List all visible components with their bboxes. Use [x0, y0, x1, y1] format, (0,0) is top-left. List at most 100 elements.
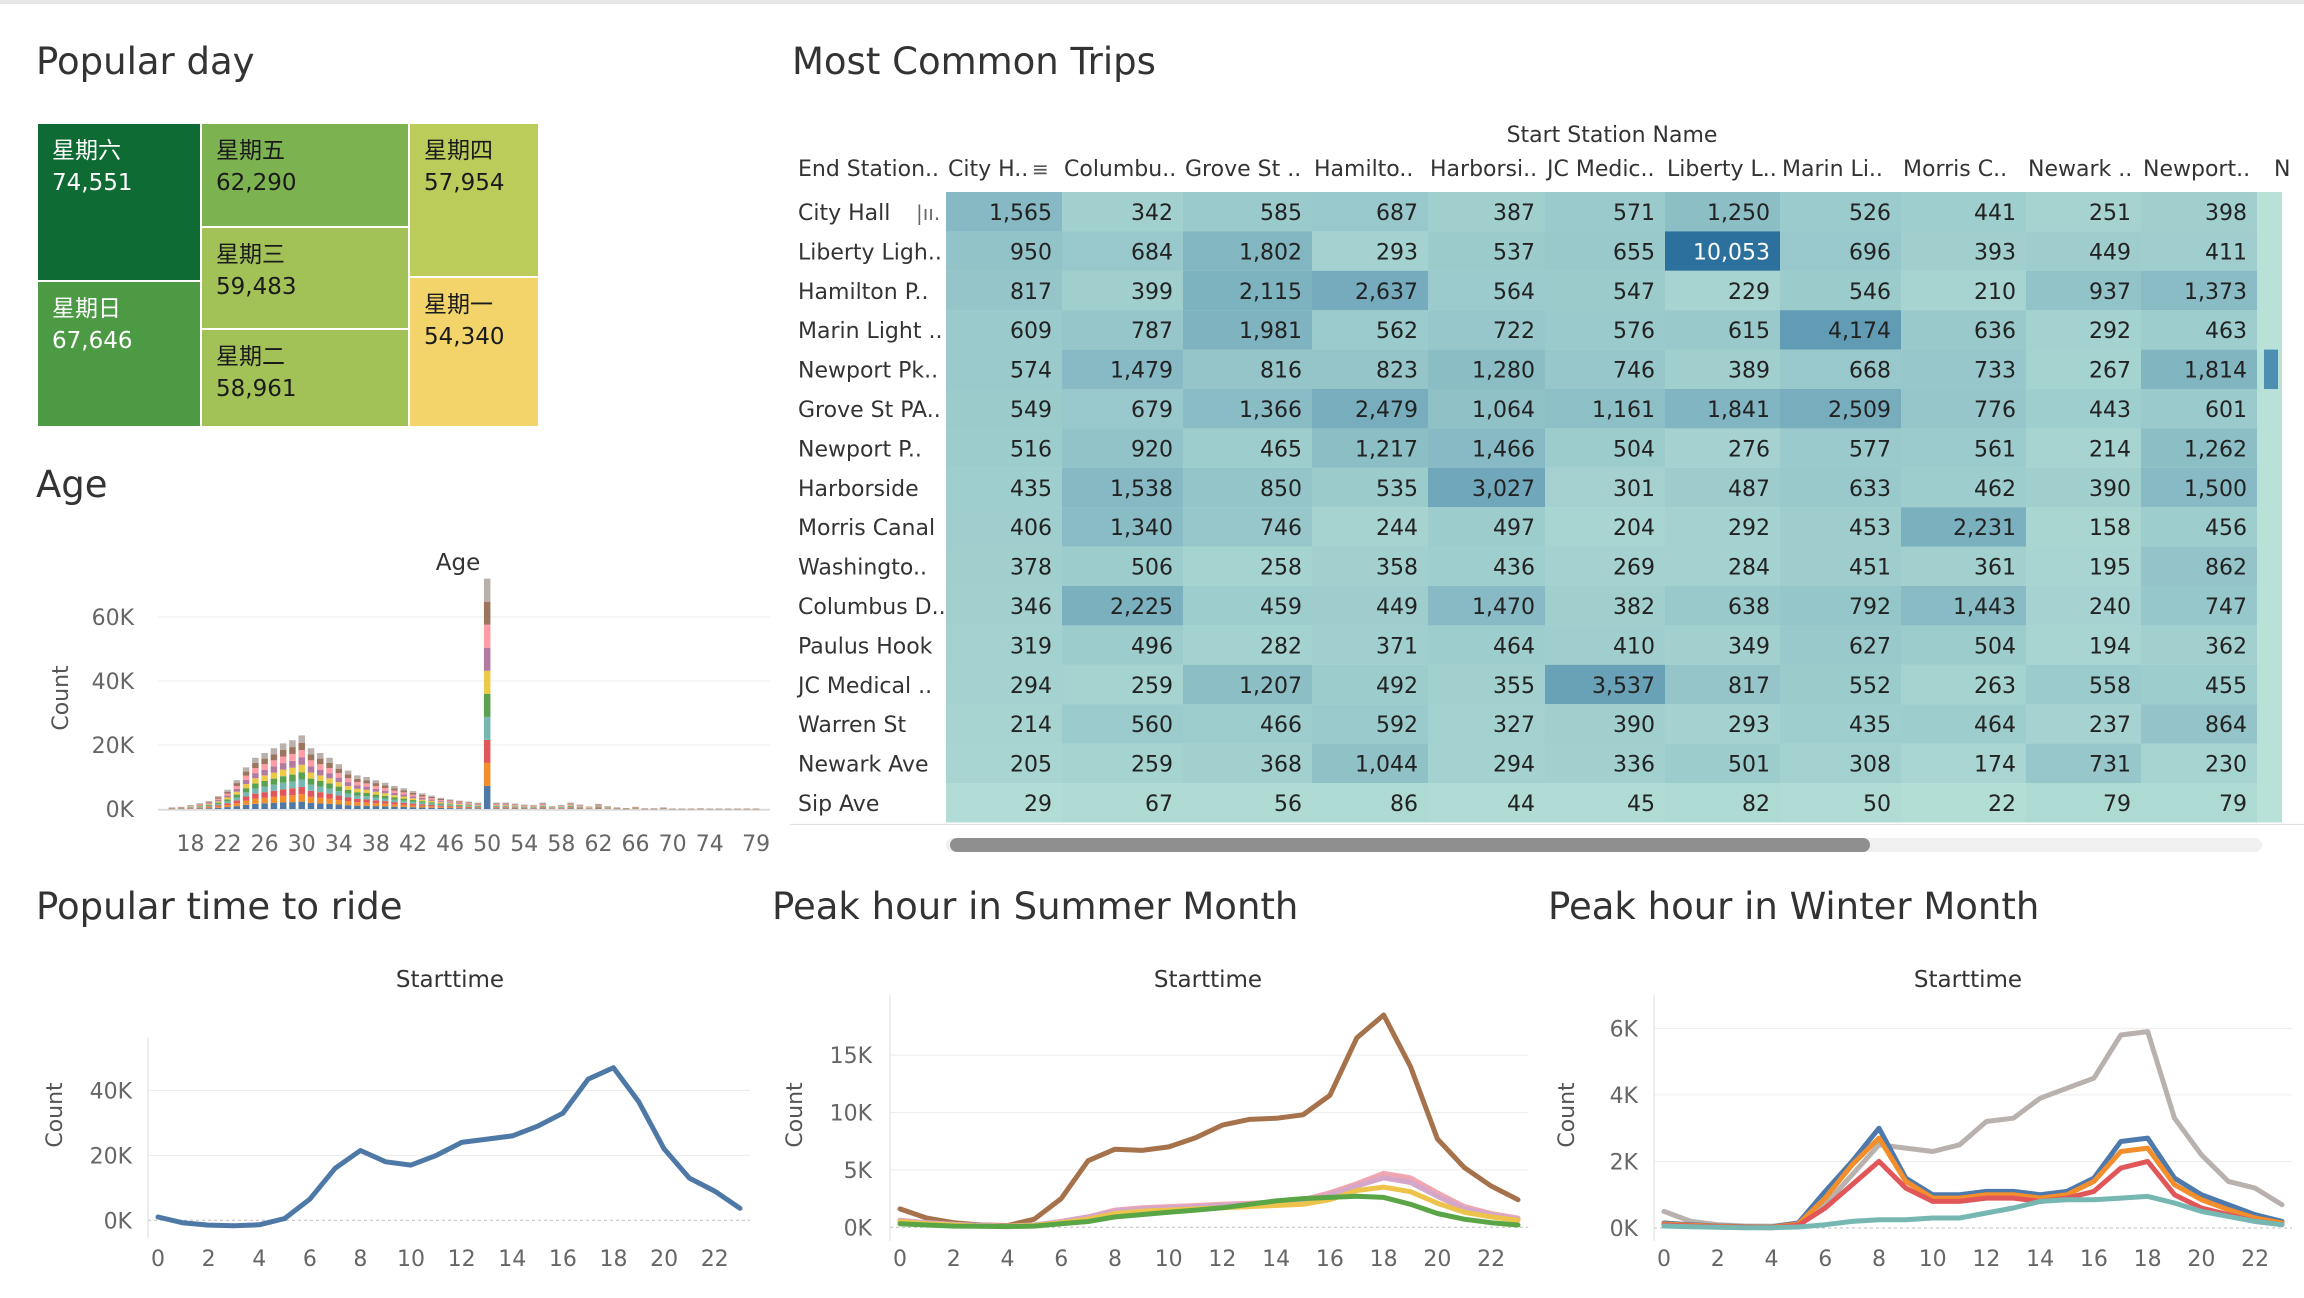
age-bar-segment	[363, 802, 370, 806]
age-bar-segment	[215, 801, 222, 803]
popular-time-chart-title: Starttime	[396, 967, 504, 993]
heatmap-cell	[1428, 270, 1545, 311]
age-bar-segment	[372, 806, 380, 809]
age-bar-segment	[372, 783, 380, 786]
heatmap-row-label-14: Newark Ave	[798, 753, 929, 778]
age-bar-segment	[409, 807, 417, 809]
heatmap-cell	[2141, 270, 2257, 311]
heatmap-cell-value: 358	[1376, 556, 1418, 581]
age-bar-segment	[261, 775, 268, 781]
heatmap-cell	[2141, 467, 2257, 508]
heatmap-cell-value: 731	[2089, 753, 2131, 778]
age-bar-segment	[456, 804, 463, 805]
heatmap-cell-value: 546	[1849, 280, 1891, 305]
peak-summer-x-tick-0: 0	[893, 1247, 907, 1272]
heatmap-cell	[1183, 704, 1312, 744]
age-bar-segment	[437, 798, 445, 801]
age-bar-segment	[252, 783, 259, 789]
heatmap-cell	[1183, 546, 1312, 586]
heatmap-cell-value: 937	[2089, 280, 2131, 305]
age-bar-19	[196, 803, 203, 809]
age-bar-segment	[465, 805, 472, 807]
age-bar-segment	[317, 769, 324, 776]
peak-winter-x-tick-10: 20	[2187, 1247, 2215, 1272]
heatmap-cell	[1312, 704, 1428, 744]
age-bar-segment	[567, 805, 574, 807]
age-bar-segment	[567, 807, 574, 808]
heatmap-cell	[1312, 467, 1428, 508]
peak-summer-x-tick-5: 10	[1155, 1247, 1183, 1272]
popular-day-treemap: 星期六 74,551 星期日 67,646 星期五 62,290 星期三 59,483 星期二 5…	[38, 124, 538, 426]
heatmap-cell-value: 319	[1010, 634, 1052, 659]
heatmap-cell	[1901, 310, 2026, 350]
age-bar-segment	[511, 806, 519, 807]
heatmap-cell-value: 560	[1131, 713, 1173, 738]
age-bar-segment	[502, 803, 509, 804]
heatmap-cell	[1183, 743, 1312, 783]
heatmap-cell-value: 823	[1376, 359, 1418, 384]
heatmap-cell	[1901, 625, 2026, 665]
age-bar-segment	[381, 795, 389, 799]
scrollbar-thumb[interactable]	[950, 838, 1870, 852]
heatmap-cell-value: 1,161	[1592, 398, 1655, 423]
age-bar-segment	[446, 801, 454, 803]
heatmap-cell	[2141, 389, 2257, 429]
age-bar-segment	[409, 805, 417, 808]
age-bar-79	[752, 808, 760, 810]
heatmap-cell	[2026, 704, 2141, 744]
age-bar-segment	[270, 772, 278, 779]
age-bar-segment	[252, 768, 259, 774]
age-bar-segment	[354, 778, 361, 783]
heatmap-cell-value: 411	[2205, 240, 2247, 265]
age-bar-segment	[224, 805, 231, 808]
age-bar-70	[669, 808, 676, 810]
heatmap-cell	[1183, 783, 1312, 823]
heatmap-cell-value: 1,366	[1239, 398, 1302, 423]
age-x-tick-11: 62	[584, 832, 612, 857]
heatmap-cell	[1780, 586, 1901, 626]
heatmap-cell-value: 410	[1613, 634, 1655, 659]
age-bar-segment	[326, 778, 333, 784]
heatmap-cell-value: 787	[1131, 319, 1173, 344]
peak-winter-series-line-4	[1661, 1193, 2285, 1231]
heatmap-cell	[1780, 664, 1901, 705]
popular-time-title: Popular time to ride	[36, 885, 403, 928]
age-bar-segment	[261, 797, 268, 804]
peak-winter-x-tick-4: 8	[1872, 1247, 1886, 1272]
heatmap-cell-value: 399	[1131, 280, 1173, 305]
age-bar-46	[446, 799, 454, 809]
heatmap-cell-value: 292	[2089, 319, 2131, 344]
age-y-tick-0: 60K	[92, 606, 135, 631]
popular-time-y-tick-2: 0K	[104, 1209, 133, 1234]
heatmap-cell	[1901, 231, 2026, 271]
age-bar-segment	[196, 806, 203, 807]
age-bar-segment	[428, 795, 435, 797]
heatmap-cell-value: 267	[2089, 359, 2131, 384]
peak-winter-x-tick-11: 22	[2241, 1247, 2269, 1272]
heatmap-cell-value: 406	[1010, 516, 1052, 541]
heatmap-cell-value: 864	[2205, 713, 2247, 738]
age-bar-segment	[409, 801, 417, 804]
age-bar-segment	[279, 769, 287, 777]
age-bar-segment	[344, 770, 352, 775]
heatmap-cell-value: 204	[1613, 516, 1655, 541]
age-bar-segment	[567, 806, 574, 808]
heatmap-cell-value: 389	[1728, 359, 1770, 384]
age-bar-16	[168, 807, 176, 810]
age-bar-segment	[215, 807, 222, 809]
heatmap-cell-value: 82	[1742, 792, 1770, 817]
age-bar-segment	[242, 800, 250, 805]
age-bar-segment	[419, 794, 426, 797]
heatmap-row-label-2: Hamilton P..	[798, 280, 929, 305]
heatmap-cell	[1545, 389, 1665, 429]
heatmap-cell	[2141, 704, 2257, 744]
heatmap-col-header-1: Columbu..	[1064, 157, 1176, 182]
age-bar-segment	[215, 803, 222, 806]
age-bar-segment	[474, 808, 482, 809]
heatmap-cell-value: 3,537	[1592, 674, 1655, 699]
age-bar-segment	[539, 806, 547, 808]
age-bar-segment	[511, 803, 519, 805]
age-bar-segment	[289, 774, 296, 782]
age-bar-segment	[567, 804, 574, 806]
heatmap-cell-value: 850	[1260, 477, 1302, 502]
